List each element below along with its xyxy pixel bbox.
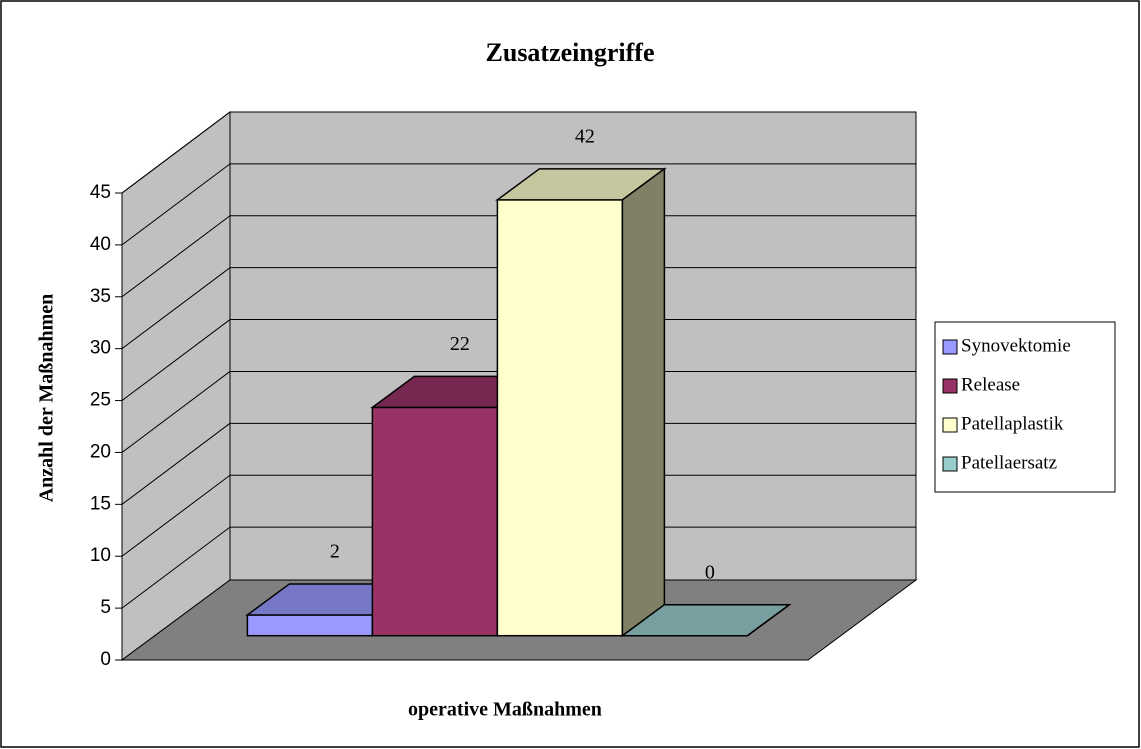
legend-label: Patellaersatz [961, 452, 1057, 473]
bar-front [371, 406, 499, 637]
grid-line [121, 215, 231, 298]
x-axis-label: operative Maßnahmen [408, 699, 602, 721]
legend-label: Release [961, 374, 1020, 395]
y-tick-label: 0 [100, 649, 111, 670]
grid-line [121, 422, 231, 505]
y-tick-label: 15 [90, 493, 111, 514]
y-tick-label: 5 [100, 597, 111, 618]
grid-line [121, 474, 231, 557]
grid-line [121, 111, 231, 194]
legend-label: Synovektomie [961, 335, 1071, 356]
data-label: 2 [330, 541, 340, 563]
y-tick-label: 35 [90, 286, 111, 307]
grid-line [121, 267, 231, 350]
y-axis-label: Anzahl der Maßnahmen [36, 294, 58, 503]
grid-line [121, 371, 231, 453]
y-tick-label: 40 [90, 234, 111, 255]
legend-swatch [942, 417, 958, 433]
bar-front [246, 614, 374, 637]
legend-swatch [942, 456, 958, 472]
grid-line [121, 319, 231, 401]
bar-side [621, 167, 666, 638]
bar-side [746, 604, 790, 637]
data-label: 42 [575, 125, 595, 147]
legend [934, 321, 1116, 493]
y-tick-label: 10 [90, 545, 111, 566]
y-tick-label: 30 [90, 338, 111, 359]
legend-swatch [942, 378, 958, 394]
grid-line [121, 163, 231, 246]
bar-front [496, 199, 624, 637]
y-tick-label: 20 [90, 441, 111, 462]
legend-swatch [942, 339, 958, 355]
grid-line [121, 526, 231, 609]
data-label: 0 [705, 561, 715, 583]
y-tick-label: 25 [90, 390, 111, 411]
y-tick-label: 45 [90, 182, 111, 203]
legend-label: Patellaplastik [961, 413, 1064, 434]
side-wall [121, 111, 231, 661]
data-label: 22 [450, 333, 470, 355]
chart-title: Zusatzeingriffe [486, 38, 655, 67]
